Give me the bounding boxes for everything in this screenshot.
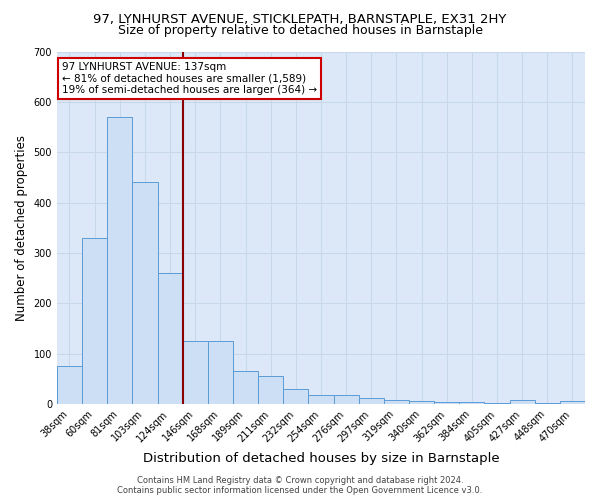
- Bar: [158, 273, 182, 404]
- Bar: [384, 400, 409, 404]
- Bar: [57, 366, 82, 404]
- Bar: [535, 403, 560, 404]
- Bar: [182, 341, 208, 404]
- Text: 97 LYNHURST AVENUE: 137sqm
← 81% of detached houses are smaller (1,589)
19% of s: 97 LYNHURST AVENUE: 137sqm ← 81% of deta…: [62, 62, 317, 96]
- Text: Contains HM Land Registry data © Crown copyright and database right 2024.
Contai: Contains HM Land Registry data © Crown c…: [118, 476, 482, 495]
- Bar: [484, 403, 509, 404]
- X-axis label: Distribution of detached houses by size in Barnstaple: Distribution of detached houses by size …: [143, 452, 499, 465]
- Bar: [82, 238, 107, 404]
- Bar: [283, 389, 308, 404]
- Bar: [509, 400, 535, 404]
- Bar: [258, 376, 283, 404]
- Bar: [208, 341, 233, 404]
- Y-axis label: Number of detached properties: Number of detached properties: [15, 134, 28, 320]
- Bar: [308, 395, 334, 404]
- Text: Size of property relative to detached houses in Barnstaple: Size of property relative to detached ho…: [118, 24, 482, 37]
- Bar: [459, 402, 484, 404]
- Bar: [107, 117, 133, 404]
- Bar: [359, 398, 384, 404]
- Bar: [334, 395, 359, 404]
- Bar: [409, 402, 434, 404]
- Bar: [133, 182, 158, 404]
- Text: 97, LYNHURST AVENUE, STICKLEPATH, BARNSTAPLE, EX31 2HY: 97, LYNHURST AVENUE, STICKLEPATH, BARNST…: [94, 12, 506, 26]
- Bar: [233, 371, 258, 404]
- Bar: [434, 402, 459, 404]
- Bar: [560, 402, 585, 404]
